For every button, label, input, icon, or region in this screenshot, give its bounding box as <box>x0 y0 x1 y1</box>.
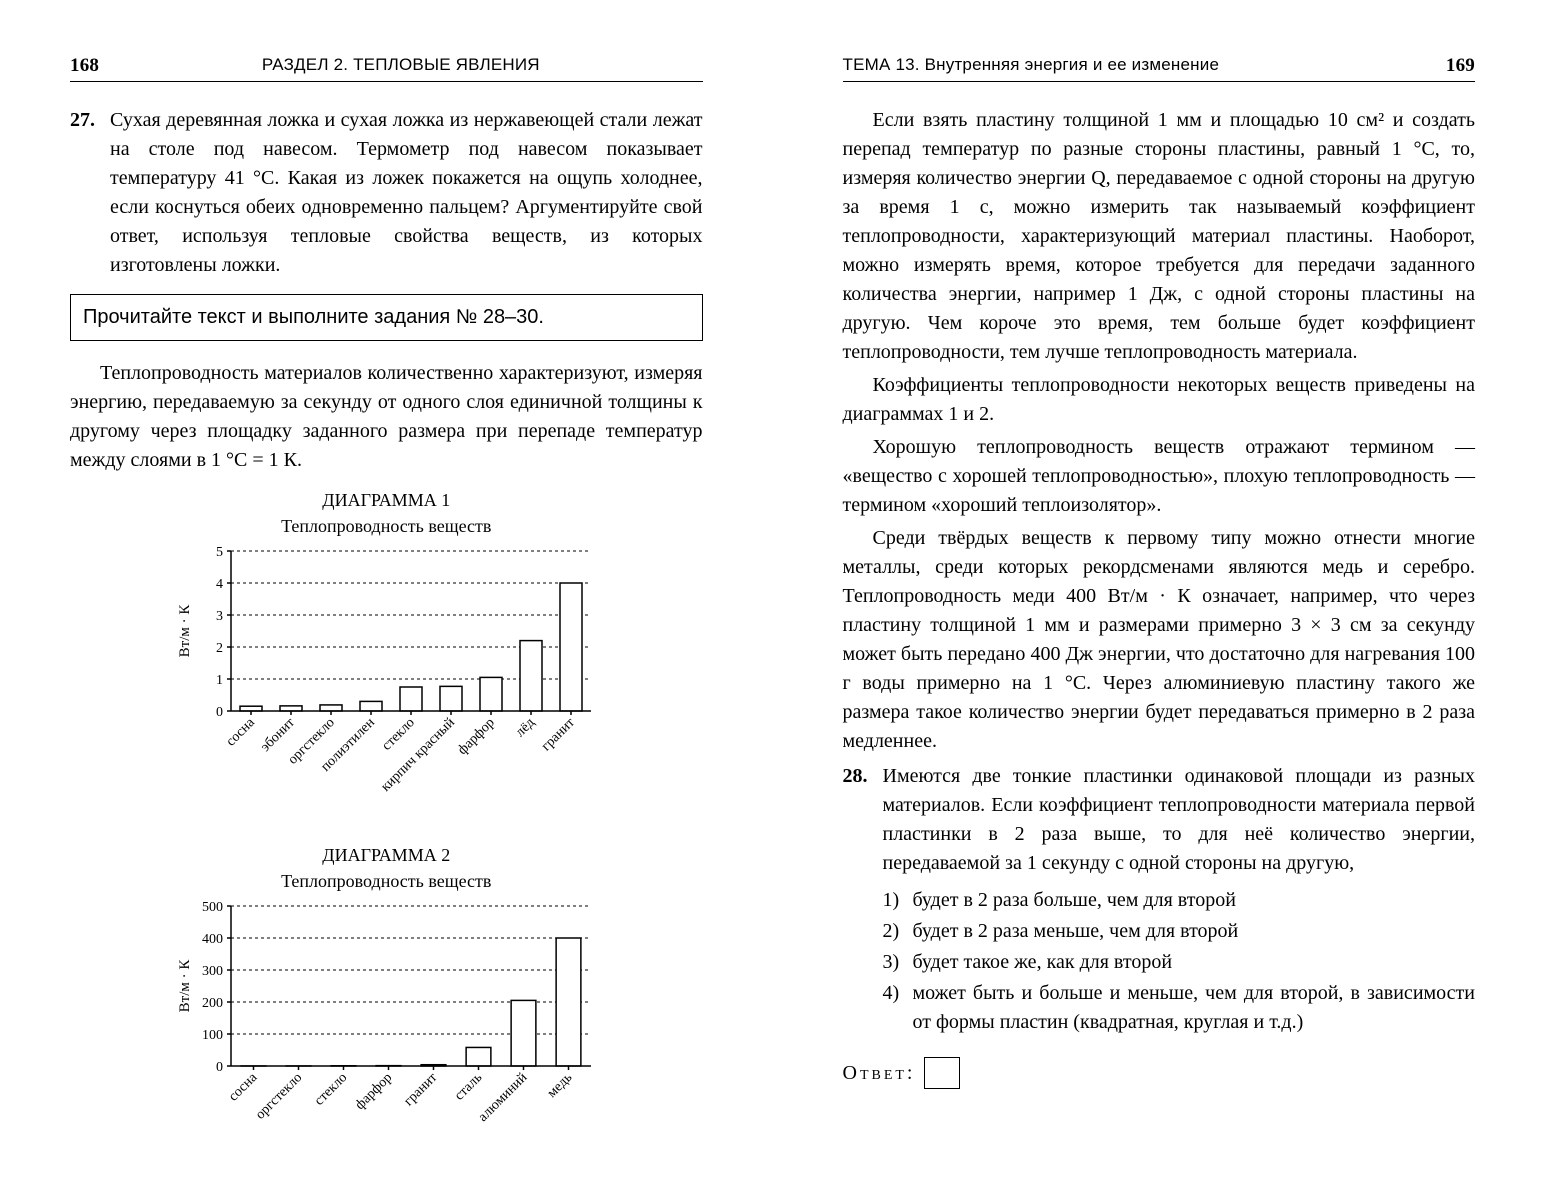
x-tick-label: гранит <box>402 1071 441 1110</box>
svg-text:300: 300 <box>202 964 223 979</box>
bar <box>560 583 582 711</box>
exercise-27: 27. Сухая деревянная ложка и сухая ложка… <box>70 106 703 280</box>
y-axis-label: Вт/м · К <box>177 604 193 658</box>
bar <box>440 687 462 712</box>
option-number: 1) <box>883 886 913 915</box>
chart-1-title: ДИАГРАММА 1 <box>70 487 703 513</box>
x-tick-label: стекло <box>312 1071 350 1109</box>
running-head-right: ТЕМА 13. Внутренняя энергия и ее изменен… <box>843 55 1476 82</box>
exercise-text: Сухая деревянная ложка и сухая ложка из … <box>110 106 703 280</box>
svg-text:400: 400 <box>202 932 223 947</box>
paragraph: Коэффициенты теплопроводности некоторых … <box>843 371 1476 429</box>
answer-label: Ответ: <box>843 1059 916 1088</box>
x-tick-label: оргстекло <box>253 1071 305 1123</box>
x-tick-label: фарфор <box>455 715 498 758</box>
x-tick-label: сосна <box>224 715 259 750</box>
answer-options: 1)будет в 2 раза больше, чем для второй2… <box>883 886 1476 1037</box>
page-left: 168 РАЗДЕЛ 2. ТЕПЛОВЫЕ ЯВЛЕНИЯ 27. Сухая… <box>0 0 773 1200</box>
exercise-number: 28. <box>843 762 883 1039</box>
y-axis-label: Вт/м · К <box>177 959 193 1013</box>
answer-row: Ответ: <box>843 1057 1476 1089</box>
bar <box>400 687 422 711</box>
svg-text:4: 4 <box>216 577 223 592</box>
answer-option: 2)будет в 2 раза меньше, чем для второй <box>883 917 1476 946</box>
paragraph: Среди твёрдых веществ к первому типу мож… <box>843 524 1476 756</box>
bar <box>520 641 542 711</box>
section-title-right: ТЕМА 13. Внутренняя энергия и ее изменен… <box>843 55 1220 77</box>
x-tick-label: медь <box>545 1071 576 1102</box>
svg-text:100: 100 <box>202 1028 223 1043</box>
svg-text:200: 200 <box>202 996 223 1011</box>
svg-text:1: 1 <box>216 673 223 688</box>
x-tick-label: сосна <box>226 1070 261 1105</box>
svg-text:500: 500 <box>202 900 223 915</box>
answer-input-box[interactable] <box>924 1057 960 1089</box>
answer-option: 1)будет в 2 раза больше, чем для второй <box>883 886 1476 915</box>
svg-text:0: 0 <box>216 705 223 720</box>
option-text: будет в 2 раза меньше, чем для второй <box>913 917 1476 946</box>
x-tick-label: лёд <box>513 715 538 740</box>
page-number-right: 169 <box>1446 55 1475 77</box>
running-head-left: 168 РАЗДЕЛ 2. ТЕПЛОВЫЕ ЯВЛЕНИЯ <box>70 55 703 82</box>
bar <box>280 706 302 711</box>
x-tick-label: стекло <box>380 715 418 753</box>
bar-chart: 0 100 200 300 400 500 соснаоргстеклостеклофарф… <box>171 896 601 1176</box>
chart-2: 0 100 200 300 400 500 соснаоргстеклостеклофарф… <box>171 896 601 1185</box>
page-right: ТЕМА 13. Внутренняя энергия и ее изменен… <box>773 0 1545 1200</box>
paragraph: Хорошую теплопроводность веществ отражаю… <box>843 433 1476 520</box>
answer-option: 3)будет такое же, как для второй <box>883 948 1476 977</box>
option-text: может быть и больше и меньше, чем для вт… <box>913 979 1476 1037</box>
option-text: будет такое же, как для второй <box>913 948 1476 977</box>
answer-option: 4)может быть и больше и меньше, чем для … <box>883 979 1476 1037</box>
bar <box>466 1048 491 1067</box>
chart-2-title: ДИАГРАММА 2 <box>70 842 703 868</box>
chart-1-subtitle: Теплопроводность веществ <box>70 513 703 539</box>
option-number: 2) <box>883 917 913 946</box>
x-tick-label: алюминий <box>476 1070 531 1125</box>
bar <box>320 705 342 711</box>
chart-2-subtitle: Теплопроводность веществ <box>70 868 703 894</box>
bar <box>480 678 502 712</box>
x-tick-label: кирпич красный <box>379 715 459 795</box>
paragraph: Теплопроводность материалов количественн… <box>70 359 703 475</box>
option-number: 4) <box>883 979 913 1037</box>
section-title-left: РАЗДЕЛ 2. ТЕПЛОВЫЕ ЯВЛЕНИЯ <box>262 55 540 77</box>
svg-text:5: 5 <box>216 545 223 560</box>
x-tick-label: эбонит <box>258 715 298 755</box>
svg-text:2: 2 <box>216 641 223 656</box>
bar-chart: 012345соснаэбониторгстеклополиэтиленстек… <box>171 541 601 821</box>
chart-1: 012345соснаэбониторгстеклополиэтиленстек… <box>171 541 601 830</box>
page-number-left: 168 <box>70 55 99 77</box>
option-text: будет в 2 раза больше, чем для второй <box>913 886 1476 915</box>
svg-text:3: 3 <box>216 609 223 624</box>
paragraph: Если взять пластину толщиной 1 мм и площ… <box>843 106 1476 367</box>
bar <box>511 1001 536 1067</box>
x-tick-label: гранит <box>539 715 578 754</box>
exercise-text: Имеются две тонкие пластинки одинаковой … <box>883 765 1476 874</box>
x-tick-label: сталь <box>452 1071 485 1104</box>
svg-text:0: 0 <box>216 1060 223 1075</box>
instruction-box: Прочитайте текст и выполните задания № 2… <box>70 294 703 341</box>
bar <box>360 702 382 712</box>
exercise-number: 27. <box>70 106 110 280</box>
option-number: 3) <box>883 948 913 977</box>
exercise-28: 28. Имеются две тонкие пластинки одинако… <box>843 762 1476 1039</box>
bar <box>556 938 581 1066</box>
x-tick-label: фарфор <box>353 1071 396 1114</box>
